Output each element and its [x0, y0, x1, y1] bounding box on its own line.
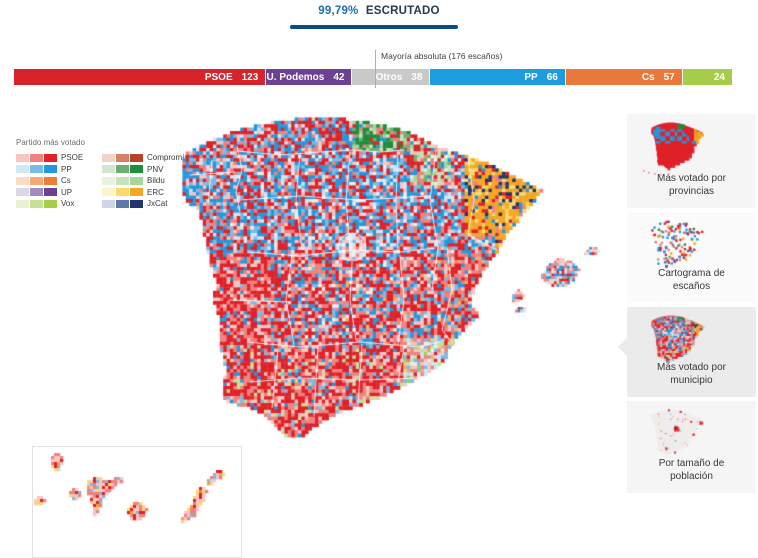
scrutiny-progress-bar	[290, 25, 458, 29]
segment-seats: 24	[713, 71, 725, 83]
segment-name: PP	[524, 71, 538, 83]
segment-name: Otros	[375, 71, 403, 83]
legend-swatch	[16, 165, 29, 174]
legend: Partido más votado PSOE PP Cs UP Vox Compromí…	[16, 138, 196, 210]
legend-item-up: UP	[16, 187, 102, 199]
legend-swatch	[30, 153, 43, 162]
legend-item-compromís: Compromís	[102, 152, 194, 164]
segment-seats: 123	[241, 71, 259, 83]
seat-segment-psoe[interactable]: PSOE 123	[14, 69, 267, 85]
legend-grid: PSOE PP Cs UP Vox Compromís PNV Bildu ERC JxCat	[16, 152, 196, 210]
sidebar-item-label: Más votado por provincias	[657, 173, 726, 198]
legend-swatch	[102, 153, 115, 162]
legend-item-vox: Vox	[16, 198, 102, 210]
scrutiny-percent: 99,79%	[318, 5, 359, 17]
legend-swatch	[44, 165, 57, 174]
provincias-thumbnail	[635, 120, 748, 178]
poblacion-thumbnail	[635, 407, 748, 465]
legend-swatch	[130, 188, 143, 197]
legend-swatch	[130, 176, 143, 185]
legend-swatch	[130, 199, 143, 208]
sidebar-item-poblacion[interactable]: Por tamaño de población	[627, 401, 756, 493]
legend-swatch	[16, 153, 29, 162]
sidebar-item-municipio[interactable]: Más votado por municipio	[618, 307, 756, 397]
sidebar-item-label: Más votado por municipio	[657, 362, 726, 387]
seat-segment-otros[interactable]: Otros 38	[352, 69, 431, 85]
sidebar-item-provincias[interactable]: Más votado por provincias	[627, 114, 756, 208]
legend-swatch	[16, 199, 29, 208]
legend-item-jxcat: JxCat	[102, 198, 194, 210]
seat-segment-vox[interactable]: 24	[682, 69, 732, 85]
legend-swatch	[44, 176, 57, 185]
legend-swatch	[116, 188, 129, 197]
legend-swatch	[116, 165, 129, 174]
legend-party-label: JxCat	[147, 199, 168, 209]
legend-swatch	[116, 199, 129, 208]
legend-swatch	[102, 176, 115, 185]
majority-label: Mayoría absoluta (176 escaños)	[381, 51, 503, 61]
legend-title: Partido más votado	[16, 138, 85, 147]
seat-segment-podemos[interactable]: U. Podemos 42	[266, 69, 353, 85]
legend-party-label: Compromís	[147, 153, 189, 163]
canary-islands-inset-box	[32, 446, 242, 558]
legend-swatch	[44, 153, 57, 162]
legend-swatch	[16, 176, 29, 185]
seat-segment-cs[interactable]: Cs 57	[565, 69, 683, 85]
legend-swatch	[130, 153, 143, 162]
legend-swatch	[44, 199, 57, 208]
selected-card-arrow	[618, 338, 627, 356]
seat-segment-pp[interactable]: PP 66	[430, 69, 566, 85]
majority-marker-line	[375, 50, 376, 88]
sidebar-item-label: Cartograma de escaños	[658, 268, 725, 293]
legend-swatch	[16, 188, 29, 197]
seat-bar: PSOE 123 U. Podemos 42 Otros 38 PP 66 Cs 57 24	[14, 69, 732, 85]
legend-party-label: Bildu	[147, 176, 165, 186]
legend-item-erc: ERC	[102, 187, 194, 199]
legend-swatch	[44, 188, 57, 197]
legend-item-pnv: PNV	[102, 164, 194, 176]
legend-swatch	[30, 199, 43, 208]
legend-party-label: PP	[61, 164, 72, 174]
segment-seats: 57	[663, 71, 675, 83]
legend-swatch	[102, 165, 115, 174]
sidebar-item-label: Por tamaño de población	[658, 458, 725, 483]
legend-party-label: Vox	[61, 199, 75, 209]
segment-name: U. Podemos	[266, 71, 325, 83]
legend-item-psoe: PSOE	[16, 152, 102, 164]
legend-swatch	[116, 176, 129, 185]
legend-swatch	[30, 165, 43, 174]
legend-swatch	[30, 188, 43, 197]
legend-party-label: Cs	[61, 176, 71, 186]
scrutiny-label: ESCRUTADO	[365, 5, 440, 17]
legend-swatch	[116, 153, 129, 162]
legend-party-label: UP	[61, 187, 73, 197]
legend-swatch	[102, 188, 115, 197]
legend-party-label: PSOE	[61, 153, 84, 163]
legend-item-pp: PP	[16, 164, 102, 176]
legend-swatch	[130, 165, 143, 174]
cartograma-thumbnail	[635, 218, 748, 276]
segment-name: Cs	[641, 71, 655, 83]
segment-name: PSOE	[204, 71, 233, 83]
sidebar-item-cartograma[interactable]: Cartograma de escaños	[627, 212, 756, 303]
legend-item-cs: Cs	[16, 175, 102, 187]
legend-swatch	[102, 199, 115, 208]
legend-party-label: ERC	[147, 187, 164, 197]
legend-swatch	[30, 176, 43, 185]
segment-seats: 42	[333, 71, 345, 83]
scrutiny-header: 99,79% ESCRUTADO	[0, 5, 758, 17]
legend-party-label: PNV	[147, 164, 164, 174]
segment-seats: 38	[411, 71, 423, 83]
legend-item-bildu: Bildu	[102, 175, 194, 187]
segment-seats: 66	[546, 71, 558, 83]
